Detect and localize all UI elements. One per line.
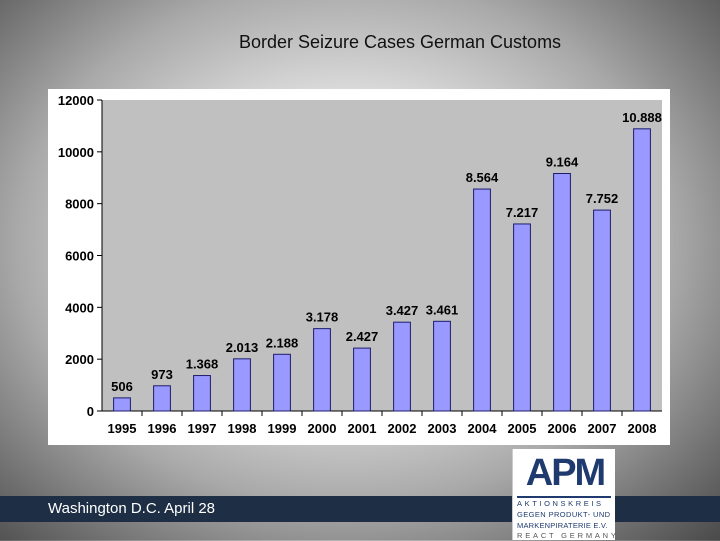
bar xyxy=(153,385,171,412)
apm-logo: APM AKTIONSKREIS GEGEN PRODUKT- UND MARK… xyxy=(512,449,619,540)
data-label: 506 xyxy=(111,379,133,394)
y-tick-label: 6000 xyxy=(65,249,94,264)
x-tick-label: 2003 xyxy=(428,421,457,436)
x-tick-label: 2000 xyxy=(308,421,337,436)
data-label: 8.564 xyxy=(466,170,499,185)
data-label: 2.013 xyxy=(226,340,259,355)
logo-line-1: AKTIONSKREIS xyxy=(517,499,604,508)
x-tick-label: 1998 xyxy=(228,421,257,436)
x-tick-label: 2002 xyxy=(388,421,417,436)
data-label: 9.164 xyxy=(546,154,579,169)
footer-text: Washington D.C. April 28 xyxy=(48,500,216,517)
data-label: 2.188 xyxy=(266,335,299,350)
logo-line-4: REACT GERMANY xyxy=(517,531,619,540)
bar xyxy=(633,128,651,412)
y-tick-label: 10000 xyxy=(58,145,94,160)
y-tick-label: 2000 xyxy=(65,352,94,367)
bar xyxy=(233,358,251,412)
logo-divider xyxy=(517,496,611,498)
x-tick-label: 2006 xyxy=(548,421,577,436)
data-label: 2.427 xyxy=(346,329,379,344)
x-tick-label: 1997 xyxy=(188,421,217,436)
x-tick-label: 1996 xyxy=(148,421,177,436)
y-tick-label: 4000 xyxy=(65,300,94,315)
bar xyxy=(353,347,371,412)
chart-panel: 0 2000 4000 6000 8000 10000 12000 506 1995 973 199… xyxy=(48,89,670,445)
bar xyxy=(113,397,131,412)
y-tick-label: 8000 xyxy=(65,197,94,212)
data-label: 3.461 xyxy=(426,302,459,317)
data-label: 3.427 xyxy=(386,303,419,318)
data-label: 973 xyxy=(151,367,173,382)
x-tick-label: 1995 xyxy=(108,421,137,436)
bar xyxy=(313,328,331,412)
y-tick-label: 0 xyxy=(87,404,94,419)
bar xyxy=(393,321,411,412)
x-tick-label: 2004 xyxy=(468,421,498,436)
bar xyxy=(433,320,451,412)
bar xyxy=(473,188,491,412)
bar xyxy=(593,209,611,412)
logo-line-3: MARKENPIRATERIE E.V. xyxy=(517,521,608,530)
x-tick-label: 2005 xyxy=(508,421,537,436)
x-tick-label: 2008 xyxy=(628,421,657,436)
bar-chart: 0 2000 4000 6000 8000 10000 12000 506 1995 973 199… xyxy=(58,93,662,436)
data-label: 1.368 xyxy=(186,357,219,372)
data-label: 7.217 xyxy=(506,205,539,220)
bar xyxy=(273,353,291,412)
slide-title: Border Seizure Cases German Customs xyxy=(238,32,562,52)
logo-letters: APM xyxy=(525,452,606,494)
x-tick-label: 1999 xyxy=(268,421,297,436)
data-label: 10.888 xyxy=(622,110,662,125)
data-label: 7.752 xyxy=(586,191,619,206)
bar xyxy=(193,375,211,412)
y-tick-label: 12000 xyxy=(58,93,94,108)
bar xyxy=(553,172,571,412)
bar xyxy=(513,223,531,412)
x-tick-label: 2001 xyxy=(348,421,377,436)
logo-line-2: GEGEN PRODUKT- UND xyxy=(517,510,611,519)
data-label: 3.178 xyxy=(306,310,339,325)
x-tick-label: 2007 xyxy=(588,421,617,436)
